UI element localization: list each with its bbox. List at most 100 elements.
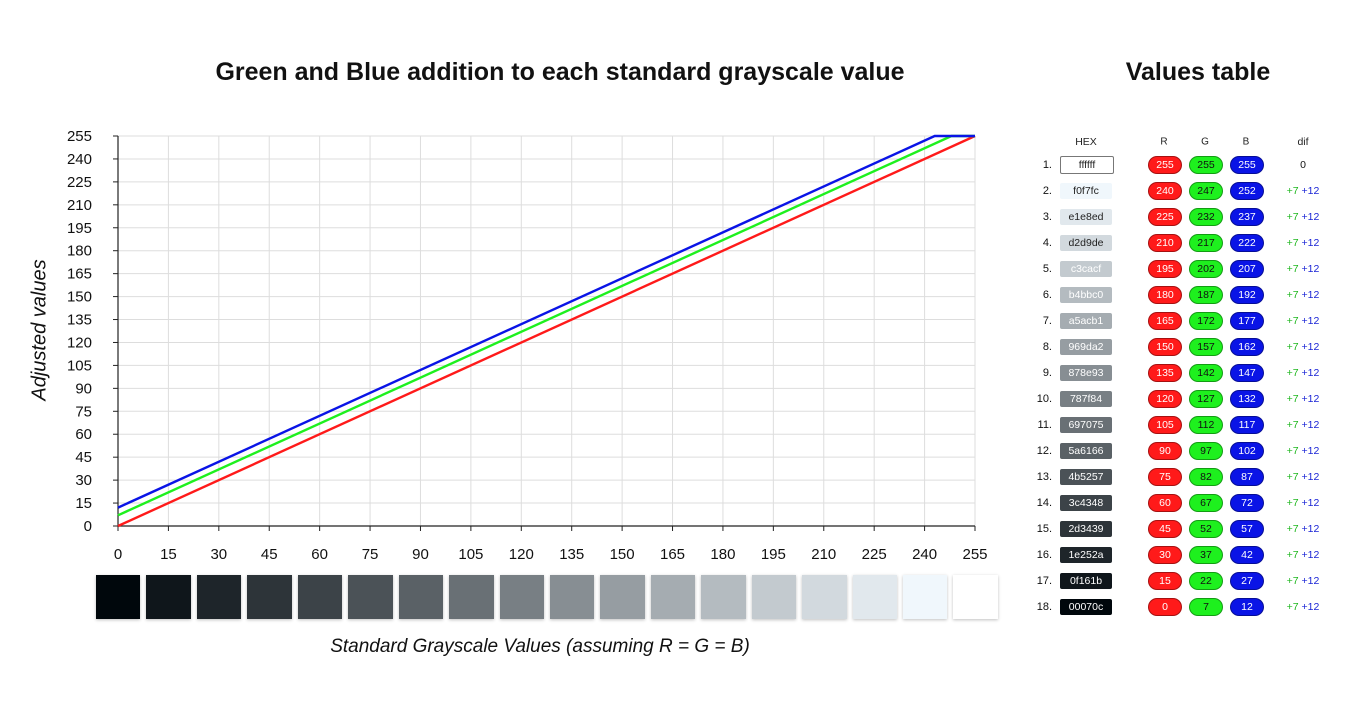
dif-value: +7 +12 xyxy=(1278,341,1328,353)
table-row: 15. 2d3439 45 52 57 +7 +12 xyxy=(1030,516,1340,542)
grayscale-swatch xyxy=(650,575,696,619)
dif-blue: +12 xyxy=(1301,575,1320,587)
dif-blue: +12 xyxy=(1301,315,1320,327)
table-row: 6. b4bbc0 180 187 192 +7 +12 xyxy=(1030,282,1340,308)
header-b: B xyxy=(1242,136,1250,148)
header-r: R xyxy=(1160,136,1168,148)
y-tick-label: 75 xyxy=(75,403,92,420)
row-number: 13. xyxy=(1036,471,1052,483)
b-value: 117 xyxy=(1230,416,1264,434)
y-tick-label: 45 xyxy=(75,449,92,466)
y-tick-label: 135 xyxy=(67,312,92,329)
x-tick-label: 75 xyxy=(362,546,379,563)
dif-blue: +12 xyxy=(1301,497,1320,509)
dif-value: +7 +12 xyxy=(1278,419,1328,431)
y-tick-label: 30 xyxy=(75,472,92,489)
y-tick-label: 255 xyxy=(67,128,92,145)
row-number: 12. xyxy=(1036,445,1052,457)
dif-blue: +12 xyxy=(1301,393,1320,405)
x-tick-label: 60 xyxy=(311,546,328,563)
grayscale-swatches xyxy=(96,575,998,619)
row-number: 5. xyxy=(1042,263,1052,275)
y-tick-label: 225 xyxy=(67,174,92,191)
dif-green: +7 xyxy=(1286,393,1299,405)
y-tick-label: 90 xyxy=(75,380,92,397)
hex-value: e1e8ed xyxy=(1060,209,1112,225)
dif-blue: +12 xyxy=(1301,419,1320,431)
g-value: 232 xyxy=(1189,208,1223,226)
b-value: 162 xyxy=(1230,338,1264,356)
r-value: 180 xyxy=(1148,286,1182,304)
b-value: 57 xyxy=(1230,520,1264,538)
dif-green: +7 xyxy=(1286,185,1299,197)
x-tick-label: 120 xyxy=(509,546,534,563)
x-tick-label: 90 xyxy=(412,546,429,563)
b-value: 42 xyxy=(1230,546,1264,564)
r-value: 150 xyxy=(1148,338,1182,356)
dif-value: +7 +12 xyxy=(1278,601,1328,613)
table-row: 16. 1e252a 30 37 42 +7 +12 xyxy=(1030,542,1340,568)
x-tick-label: 15 xyxy=(160,546,177,563)
g-value: 82 xyxy=(1189,468,1223,486)
grayscale-swatch xyxy=(398,575,444,619)
grayscale-swatch xyxy=(196,575,242,619)
series-line-blue xyxy=(117,134,975,509)
grayscale-swatch xyxy=(701,575,746,619)
hex-value: 5a6166 xyxy=(1060,443,1112,459)
dif-green: +7 xyxy=(1286,523,1299,535)
g-value: 127 xyxy=(1189,390,1223,408)
dif-blue: +12 xyxy=(1301,523,1320,535)
dif-green: +7 xyxy=(1286,419,1299,431)
row-number: 16. xyxy=(1036,549,1052,561)
row-number: 15. xyxy=(1036,523,1052,535)
x-tick-label: 150 xyxy=(610,546,635,563)
y-tick-label: 60 xyxy=(75,426,92,443)
hex-value: 697075 xyxy=(1060,417,1112,433)
table-row: 5. c3cacf 195 202 207 +7 +12 xyxy=(1030,256,1340,282)
grayscale-swatch xyxy=(600,575,645,619)
r-value: 60 xyxy=(1148,494,1182,512)
g-value: 187 xyxy=(1189,286,1223,304)
chart-title: Green and Blue addition to each standard… xyxy=(215,58,905,86)
g-value: 247 xyxy=(1189,182,1223,200)
table-row: 7. a5acb1 165 172 177 +7 +12 xyxy=(1030,308,1340,334)
y-tick-label: 210 xyxy=(67,197,92,214)
r-value: 225 xyxy=(1148,208,1182,226)
dif-blue: +12 xyxy=(1301,549,1320,561)
x-tick-label: 0 xyxy=(114,546,122,563)
x-tick-label: 135 xyxy=(559,546,584,563)
dif-value: +7 +12 xyxy=(1278,315,1328,327)
r-value: 105 xyxy=(1148,416,1182,434)
dif-value: +7 +12 xyxy=(1278,263,1328,275)
r-value: 165 xyxy=(1148,312,1182,330)
x-tick-label: 240 xyxy=(912,546,937,563)
r-value: 0 xyxy=(1148,598,1182,616)
b-value: 237 xyxy=(1230,208,1264,226)
b-value: 72 xyxy=(1230,494,1264,512)
grayscale-swatch xyxy=(549,575,595,619)
hex-value: f0f7fc xyxy=(1060,183,1112,199)
g-value: 217 xyxy=(1189,234,1223,252)
b-value: 207 xyxy=(1230,260,1264,278)
dif-green: +7 xyxy=(1286,289,1299,301)
table-row: 11. 697075 105 112 117 +7 +12 xyxy=(1030,412,1340,438)
g-value: 172 xyxy=(1189,312,1223,330)
hex-value: 969da2 xyxy=(1060,339,1112,355)
hex-value: 1e252a xyxy=(1060,547,1112,563)
r-value: 90 xyxy=(1148,442,1182,460)
grayscale-swatch xyxy=(852,575,897,619)
dif-blue: +12 xyxy=(1301,341,1320,353)
hex-value: 2d3439 xyxy=(1060,521,1112,537)
g-value: 7 xyxy=(1189,598,1223,616)
table-row: 14. 3c4348 60 67 72 +7 +12 xyxy=(1030,490,1340,516)
b-value: 252 xyxy=(1230,182,1264,200)
table-title: Values table xyxy=(1125,58,1271,86)
r-value: 120 xyxy=(1148,390,1182,408)
table-row: 12. 5a6166 90 97 102 +7 +12 xyxy=(1030,438,1340,464)
g-value: 22 xyxy=(1189,572,1223,590)
dif-value: +7 +12 xyxy=(1278,367,1328,379)
row-number: 11. xyxy=(1037,419,1052,431)
row-number: 17. xyxy=(1036,575,1052,587)
row-number: 6. xyxy=(1042,289,1052,301)
y-tick-label: 195 xyxy=(67,220,92,237)
